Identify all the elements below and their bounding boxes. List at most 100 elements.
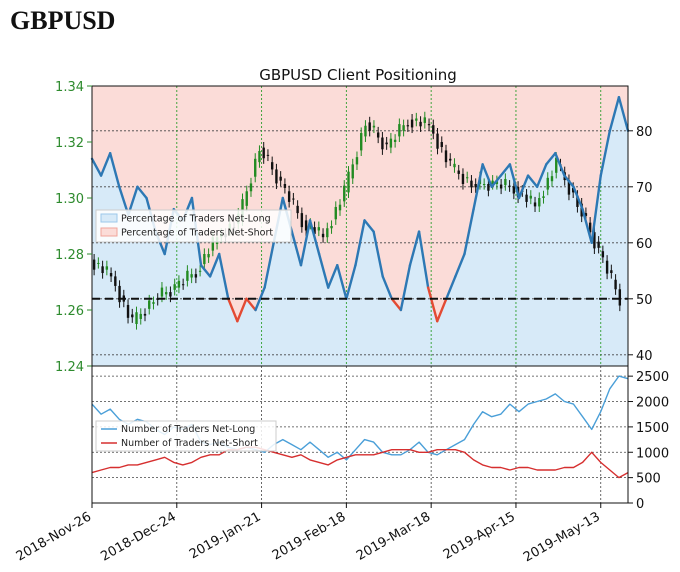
pct-line-segment (372, 230, 384, 278)
candle-body (529, 195, 532, 199)
candle-body (360, 133, 363, 151)
candle-body (101, 266, 104, 274)
pct-line-segment (308, 219, 321, 256)
candle-body (317, 227, 321, 231)
date-axis-ticks: 2018-Nov-26 2018-Dec-24 2019-Jan-21 2019-Fe… (14, 503, 603, 565)
pct-tick-label: 60 (636, 237, 653, 252)
price-tick-label: 1.32 (55, 136, 84, 151)
chart-title: GBPUSD Client Positioning (259, 66, 457, 84)
price-tick-label: 1.30 (55, 192, 84, 207)
pct-line-segment (554, 151, 566, 177)
pct-line-segment (445, 275, 457, 300)
pct-line-segment (472, 163, 484, 211)
candle-body (300, 213, 304, 228)
pct-line-segment (535, 163, 548, 189)
candle-body (313, 227, 316, 234)
pct-line-segment (381, 275, 393, 300)
pct-line-segment (290, 230, 303, 267)
candle-body (495, 181, 499, 184)
candle-body (491, 180, 494, 184)
pct-line-segment (545, 151, 557, 166)
pct-line-segment (563, 174, 575, 189)
pct-line-segment (345, 264, 357, 300)
page-title: GBPUSD (10, 6, 116, 35)
candle-body (135, 312, 138, 324)
candle-body (601, 251, 605, 258)
candle-body (126, 304, 130, 318)
candle-body (423, 117, 427, 123)
candle-body (427, 124, 431, 126)
candle-body (538, 198, 541, 207)
candle-body (440, 142, 443, 148)
candle-body (474, 184, 477, 188)
candle-body (504, 178, 507, 186)
pct-line-segment (199, 264, 212, 278)
candle-body (254, 158, 257, 177)
candle-body (432, 125, 435, 134)
candle-body (542, 196, 545, 198)
candle-body (449, 158, 452, 161)
price-tick-label: 1.24 (55, 360, 84, 375)
candle-body (605, 260, 609, 274)
candle-body (109, 273, 113, 277)
candle-body (190, 274, 193, 278)
candle-body (576, 195, 579, 207)
pct-line-segment (399, 264, 412, 312)
candle-body (466, 177, 469, 179)
pct-line-segment (227, 297, 239, 323)
legend-swatch-net-long (100, 213, 118, 223)
candle-body (292, 198, 295, 200)
pct-line-segment (426, 286, 439, 323)
count-tick-label: 500 (636, 472, 661, 487)
legend-label-count-long: Number of Traders Net-Long (121, 424, 255, 435)
candle-body (131, 314, 134, 318)
pct-line-segment (136, 185, 148, 200)
candle-body (419, 121, 422, 127)
candle-body (470, 180, 473, 188)
pct-line-segment (526, 174, 539, 189)
candle-body (584, 213, 588, 216)
pct-line-segment (508, 163, 521, 200)
lower-panel-frame (91, 365, 629, 504)
count-tick-label: 1500 (636, 421, 669, 436)
candle-body (402, 125, 405, 131)
date-tick-label: 2019-Jan-21 (187, 509, 264, 562)
price-tick-label: 1.34 (55, 80, 84, 95)
count-tick-label: 2500 (636, 370, 669, 385)
count-tick-label: 1000 (636, 446, 669, 461)
candle-body (436, 133, 439, 149)
candle-body (512, 186, 516, 194)
date-tick-label: 2019-Apr-15 (441, 509, 518, 562)
pct-line-segment (490, 174, 503, 189)
legend-label-net-long: Percentage of Traders Net-Long (121, 214, 271, 225)
candle-body (567, 180, 571, 195)
legend-label-net-short: Percentage of Traders Net-Short (121, 228, 273, 239)
upper-legend: Percentage of Traders Net-Long Percentag… (95, 209, 292, 243)
pct-line-segment (336, 264, 348, 300)
candle-body (610, 270, 613, 274)
pct-line-segment (572, 185, 584, 211)
pct-line-segment (608, 95, 621, 133)
candle-body (262, 147, 265, 159)
date-tick-label: 2018-Dec-24 (98, 509, 178, 564)
candle-body (266, 154, 270, 156)
candle-body (330, 226, 333, 229)
date-tick-label: 2018-Nov-26 (14, 509, 94, 564)
candle-body (296, 205, 299, 214)
candle-body (164, 292, 168, 295)
candle-body (550, 176, 554, 182)
candle-body (275, 169, 278, 184)
candle-body (410, 119, 414, 128)
date-tick-label: 2019-May-13 (521, 509, 603, 565)
candle-body (593, 232, 596, 249)
pct-tick-label: 70 (636, 181, 653, 196)
candle-body (279, 176, 282, 181)
candle-body (321, 233, 325, 238)
count-axis-ticks: 0 500 1000 1500 2000 2500 (628, 370, 669, 512)
price-axis-ticks: 1.24 1.26 1.28 1.30 1.32 1.34 (55, 80, 92, 375)
candle-body (415, 118, 418, 121)
candle-body (287, 191, 291, 202)
candle-body (92, 259, 96, 270)
candle-body (393, 139, 397, 142)
pct-tick-label: 50 (636, 293, 653, 308)
